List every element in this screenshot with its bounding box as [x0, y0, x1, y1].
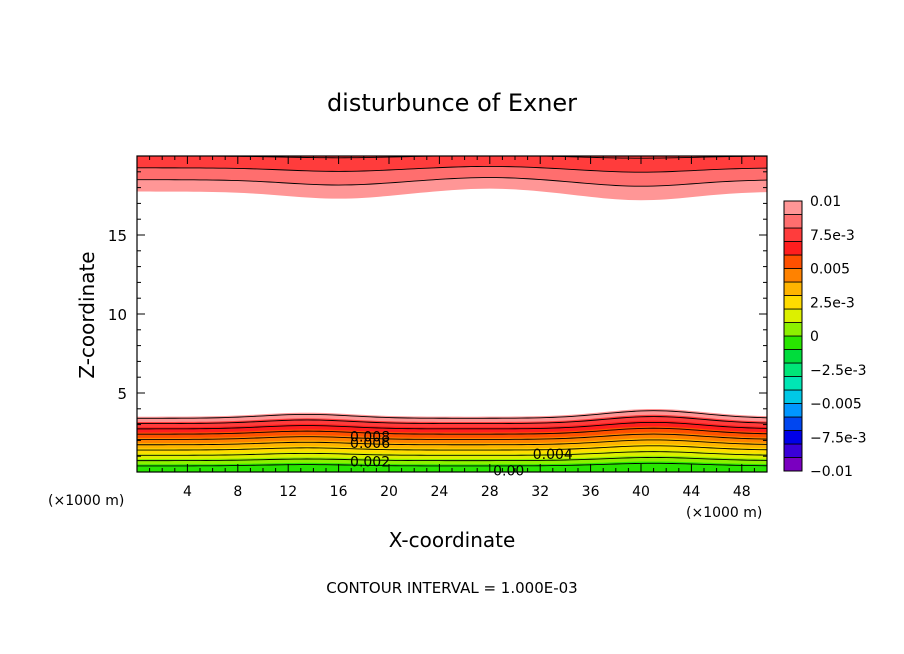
bottom-contour-line-6: [137, 433, 767, 440]
x-tick-label: 32: [531, 484, 549, 500]
top-band-2: [137, 156, 767, 173]
y-tick-label: 15: [108, 227, 127, 245]
contour-label: 0.004: [533, 447, 573, 463]
colorbar-swatch: [783, 457, 803, 472]
colorbar-swatch: [783, 430, 803, 445]
colorbar-swatch: [783, 389, 803, 404]
chart-title: disturbunce of Exner: [327, 89, 577, 117]
y-tick-label: 10: [108, 306, 127, 324]
contour-label: 0.008: [350, 429, 390, 445]
colorbar-label: −2.5e-3: [810, 363, 867, 379]
x-tick-label: 28: [481, 484, 499, 500]
colorbar-swatch: [783, 254, 803, 269]
x-tick-label: 16: [330, 484, 348, 500]
colorbar-swatch: [783, 403, 803, 418]
x-unit-label: (×1000 m): [686, 505, 762, 521]
colorbar-label: −0.01: [810, 464, 853, 480]
colorbar-swatch: [783, 362, 803, 377]
colorbar-label: −0.005: [810, 397, 862, 413]
x-tick-label: 4: [183, 484, 192, 500]
contour-interval-note: CONTOUR INTERVAL = 1.000E-03: [326, 579, 577, 597]
contour-label: 0.006: [350, 436, 390, 452]
x-tick-label: 40: [632, 484, 650, 500]
colorbar-label: 2.5e-3: [810, 295, 855, 311]
colorbar-swatch: [783, 200, 803, 215]
bottom-contour-line-9: [137, 416, 767, 425]
top-contour-line-2: [137, 165, 767, 173]
y-axis-label: Z-coordinate: [75, 251, 99, 378]
colorbar-swatch: [783, 416, 803, 431]
axis-ticks: [136, 155, 768, 473]
bottom-contour-line-2: [137, 457, 767, 462]
y-tick-labels: 5 10 15: [108, 227, 127, 403]
bottom-contour-line-5: [137, 439, 767, 446]
colorbar-swatch: [783, 241, 803, 256]
bottom-contour-line-4: [137, 445, 767, 451]
bottom-contour-line-7: [137, 427, 767, 435]
x-tick-label: 12: [279, 484, 297, 500]
colorbar-swatch: [783, 281, 803, 296]
colorbar-label: 0.005: [810, 262, 850, 278]
contour-lines: [137, 156, 767, 467]
bottom-contour-line-1: [137, 462, 767, 467]
x-tick-label: 48: [733, 484, 751, 500]
contour-label: 0.002: [350, 455, 390, 471]
contour-label: 0.00: [493, 464, 524, 480]
x-tick-label: 20: [380, 484, 398, 500]
colorbar-swatch: [783, 349, 803, 364]
colorbar-label: −7.5e-3: [810, 430, 867, 446]
colorbar-swatch: [783, 227, 803, 242]
colorbar-swatch: [783, 376, 803, 391]
colorbar-swatch: [783, 268, 803, 283]
colorbar-swatch: [783, 295, 803, 310]
x-tick-label: 44: [682, 484, 700, 500]
x-tick-label: 24: [430, 484, 448, 500]
colorbar-labels: 0.01 7.5e-3 0.005 2.5e-3 0 −2.5e-3 −0.005 −7.5e…: [810, 194, 867, 480]
bottom-contour-line-8: [137, 421, 767, 430]
bottom-contour-line-3: [137, 451, 767, 456]
colorbar-swatch: [783, 322, 803, 337]
colorbar-swatch: [783, 335, 803, 350]
colorbar-swatch: [783, 214, 803, 229]
bottom-contour-line-10: [137, 410, 767, 419]
y-unit-label: (×1000 m): [48, 493, 124, 509]
colorbar-label: 0.01: [810, 194, 841, 210]
x-tick-label: 8: [233, 484, 242, 500]
x-axis-label: X-coordinate: [389, 528, 516, 552]
colorbar-swatch: [783, 308, 803, 323]
y-tick-label: 5: [117, 385, 127, 403]
top-contour-line-1: [137, 177, 767, 187]
colorbar-swatch: [783, 443, 803, 458]
x-tick-label: 36: [582, 484, 600, 500]
x-tick-labels: 4 8 12 16 20 24 28 32 36 40 44 48: [183, 484, 751, 500]
colorbar-label: 7.5e-3: [810, 228, 855, 244]
colorbar-label: 0: [810, 329, 819, 345]
colorbar-frame: [783, 200, 803, 472]
colorbar: [783, 200, 803, 472]
